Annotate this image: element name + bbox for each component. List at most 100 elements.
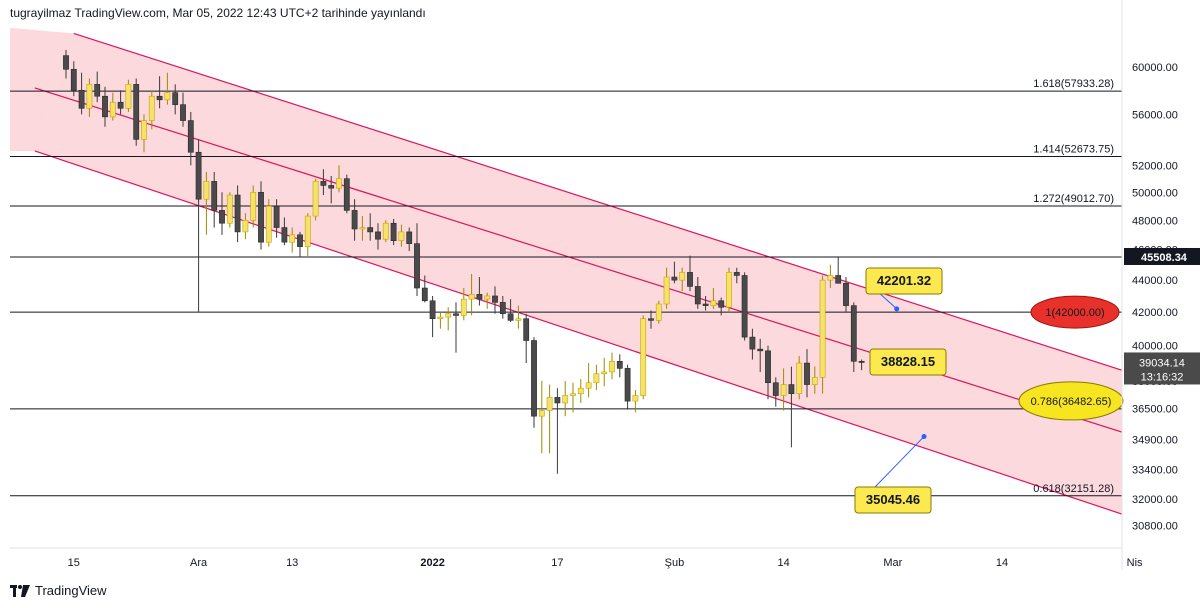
candle-body xyxy=(827,275,834,281)
callout-text: 42201.32 xyxy=(877,273,931,288)
candle-body xyxy=(640,318,647,396)
candle-body xyxy=(250,191,257,221)
candle xyxy=(601,357,608,387)
candle xyxy=(476,277,483,306)
candle-body xyxy=(141,120,147,140)
candle-body xyxy=(694,286,701,305)
candle xyxy=(687,255,693,292)
candle-body xyxy=(172,92,179,105)
candle xyxy=(788,366,795,448)
level-label: 1.414(52673.75) xyxy=(1033,143,1114,155)
candle xyxy=(211,171,218,228)
candle xyxy=(835,257,842,284)
candle-body xyxy=(117,101,124,109)
candle-body xyxy=(624,368,631,402)
candle-body xyxy=(796,362,803,395)
candle xyxy=(117,90,124,115)
candle xyxy=(453,302,459,353)
candle-body xyxy=(156,95,163,101)
callout-point xyxy=(894,306,900,312)
candle-body xyxy=(219,210,225,224)
candle xyxy=(429,295,436,338)
candle xyxy=(63,49,69,79)
candle-body xyxy=(733,272,740,276)
candle-body xyxy=(390,222,397,241)
y-tick-label: 36500.00 xyxy=(1132,404,1178,416)
candle-body xyxy=(304,215,311,247)
x-tick-label: Şub xyxy=(665,557,685,569)
candle xyxy=(219,192,225,235)
red-ellipse xyxy=(1030,295,1120,329)
candle xyxy=(133,78,140,146)
candle-body xyxy=(398,231,405,241)
candle xyxy=(164,72,171,105)
candle-body xyxy=(765,350,771,384)
candle xyxy=(328,175,335,204)
candle xyxy=(78,72,85,115)
candle-body xyxy=(70,68,77,91)
candle xyxy=(726,267,732,313)
candle xyxy=(250,185,257,228)
publish-header: tugrayilmaz TradingView.com, Mar 05, 202… xyxy=(10,6,426,20)
candle-body xyxy=(531,340,537,417)
channel-fill-left xyxy=(10,28,74,151)
candle xyxy=(156,76,163,109)
candle xyxy=(671,261,678,284)
candle-body xyxy=(242,220,249,233)
callout-text: 38828.15 xyxy=(881,354,935,369)
x-tick-label: 17 xyxy=(551,557,563,569)
candle-body xyxy=(476,294,483,300)
countdown-text: 13:16:32 xyxy=(1141,371,1184,383)
candle xyxy=(437,312,444,329)
candle xyxy=(195,139,202,313)
candle xyxy=(265,199,272,247)
x-tick-label: 14 xyxy=(777,557,789,569)
candle-body xyxy=(375,231,381,240)
candle-body xyxy=(632,395,639,402)
candle xyxy=(507,299,514,323)
candle xyxy=(180,92,186,127)
candle xyxy=(281,217,288,246)
candle xyxy=(702,295,709,311)
candle-body xyxy=(164,92,171,101)
callout-box xyxy=(869,348,947,376)
callout-point xyxy=(921,434,927,440)
current-price-text: 39034.14 xyxy=(1139,357,1185,369)
candle-body xyxy=(726,272,732,308)
candle-body xyxy=(772,382,779,396)
candle xyxy=(234,185,241,243)
candle-body xyxy=(515,318,522,321)
candle xyxy=(187,111,194,166)
candle-body xyxy=(281,227,288,243)
candle-body xyxy=(265,205,272,243)
y-tick-label: 52000.00 xyxy=(1132,160,1178,172)
candle-body xyxy=(86,84,93,109)
annotations: 1(42000.00) 0.786(36482.65) 42201.32 38828.… xyxy=(854,267,1124,514)
x-tick-label: 15 xyxy=(68,557,80,569)
candle xyxy=(343,174,350,214)
level-786-ellipse-group: 0.786(36482.65) xyxy=(1018,381,1124,421)
candle xyxy=(570,382,576,413)
candle xyxy=(648,310,654,329)
candle xyxy=(102,86,108,127)
candle xyxy=(624,364,631,409)
candle-body xyxy=(460,298,467,316)
y-tick-label: 56000.00 xyxy=(1132,109,1178,121)
channel-fill xyxy=(34,33,1122,515)
candle-body xyxy=(601,371,608,375)
candle-body xyxy=(671,276,678,281)
candle xyxy=(577,379,584,403)
y-tick-label: 48000.00 xyxy=(1132,215,1178,227)
candle xyxy=(679,267,686,292)
candle-body xyxy=(195,151,202,200)
candle xyxy=(499,295,506,319)
candle xyxy=(460,288,467,321)
candle-body xyxy=(702,303,709,306)
candle-body xyxy=(780,384,787,396)
x-tick-label: Ara xyxy=(190,557,208,569)
candle-body xyxy=(148,95,155,121)
candles xyxy=(63,49,865,474)
price-callout: 35045.46 xyxy=(854,434,932,514)
current-price-tag xyxy=(1124,352,1200,385)
